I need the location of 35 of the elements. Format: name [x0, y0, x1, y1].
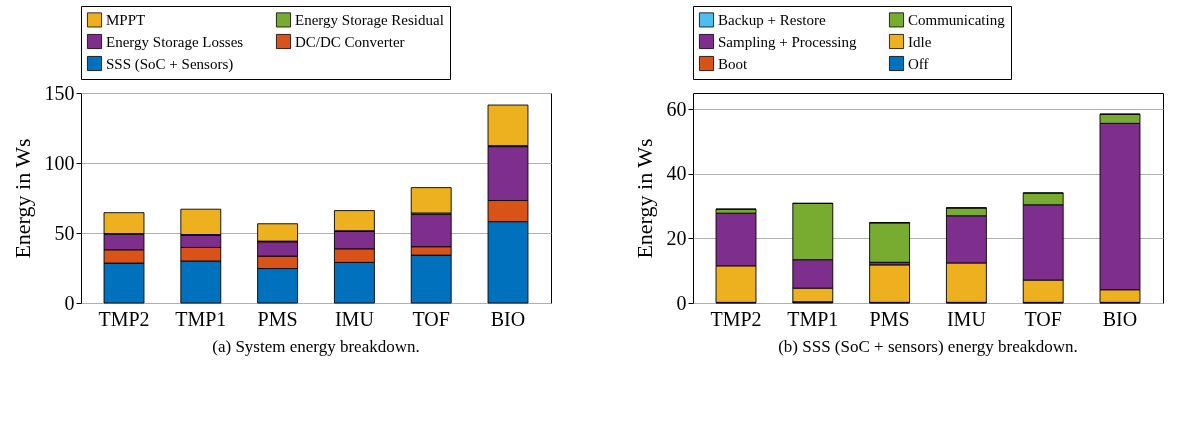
y-tick-label: 0: [676, 291, 687, 314]
legend-label: Energy Storage Residual: [295, 11, 444, 28]
legend-label: Communicating: [908, 11, 1006, 28]
legend-label: Energy Storage Losses: [106, 33, 244, 50]
x-tick-label: TOF: [1024, 307, 1062, 330]
legend-label: SSS (SoC + Sensors): [106, 55, 234, 73]
y-tick-label: 20: [666, 226, 687, 249]
legend-label: Idle: [908, 33, 932, 50]
y-tick-label: 60: [666, 97, 687, 120]
x-tick-label: BIO: [1102, 307, 1138, 330]
legend-label: MPPT: [106, 11, 146, 28]
x-tick-label: TMP1: [787, 307, 839, 330]
text: (b) SSS (SoC + sensors) energy breakdown.: [778, 337, 1078, 356]
y-tick-label: 40: [666, 162, 687, 185]
y-axis-title: Energy in Ws: [631, 138, 657, 259]
x-tick-label: IMU: [946, 307, 987, 330]
x-tick-label: TMP2: [710, 307, 762, 330]
legend-label: Sampling + Processing: [718, 33, 857, 50]
y-tick-label: 100: [44, 151, 75, 174]
y-axis-title: Energy in Ws: [9, 138, 35, 259]
x-tick-label: TOF: [412, 307, 450, 330]
legend-label: Off: [908, 55, 929, 72]
legend-label: Boot: [718, 55, 748, 72]
y-tick-label: 0: [64, 291, 75, 314]
text: (a) System energy breakdown.: [212, 337, 420, 356]
x-tick-label: PMS: [869, 307, 910, 330]
x-tick-label: IMU: [334, 307, 375, 330]
legend-label: DC/DC Converter: [295, 33, 405, 50]
legend-label: Backup + Restore: [718, 11, 826, 28]
y-tick-label: 50: [54, 221, 75, 244]
x-tick-label: TMP1: [175, 307, 227, 330]
x-tick-label: BIO: [490, 307, 526, 330]
y-tick-label: 150: [44, 81, 75, 104]
x-tick-label: TMP2: [98, 307, 150, 330]
x-tick-label: PMS: [257, 307, 298, 330]
